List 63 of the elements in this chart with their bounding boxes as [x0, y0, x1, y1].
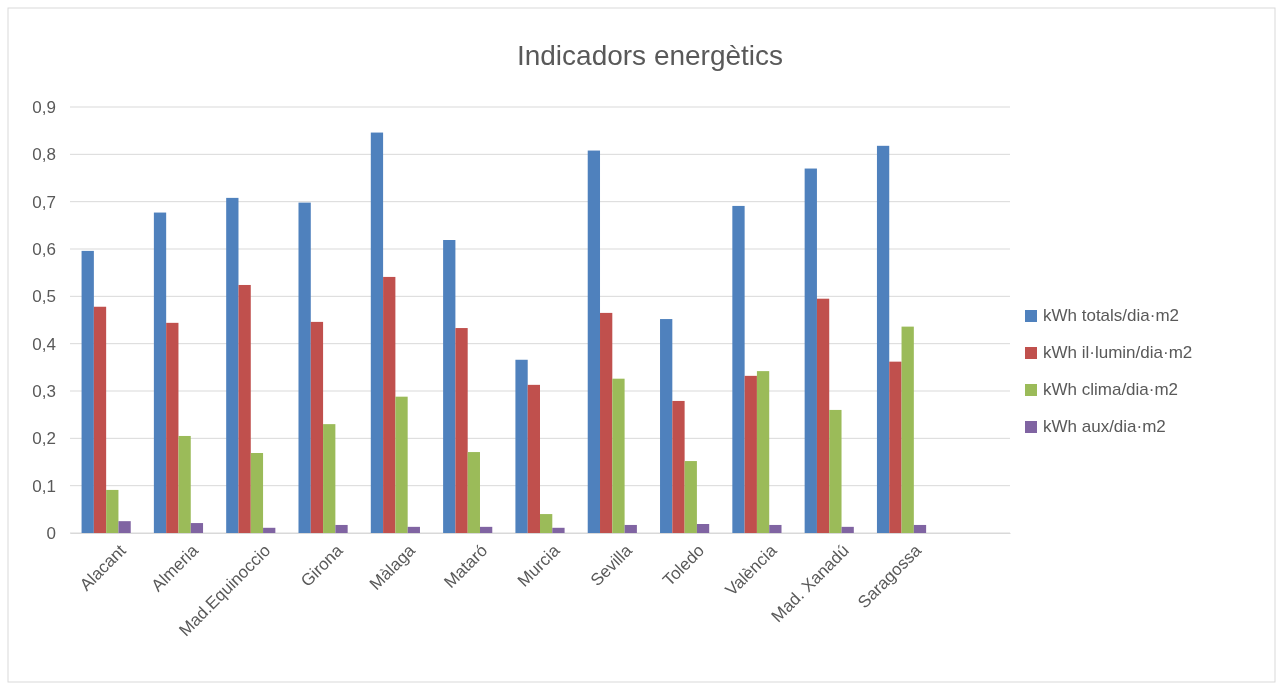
y-tick-label: 0,3 — [32, 381, 56, 401]
bar — [612, 378, 625, 533]
bar — [696, 524, 710, 533]
bar — [226, 197, 239, 533]
chart-title: Indicadors energètics — [516, 40, 784, 71]
bar — [443, 240, 456, 533]
y-tick-label: 0,7 — [32, 192, 56, 212]
bar — [455, 328, 468, 533]
y-tick-label: 0,4 — [32, 334, 56, 354]
bar — [238, 284, 251, 533]
bar — [263, 527, 276, 533]
bar — [383, 276, 396, 533]
bar — [913, 524, 927, 533]
bar — [370, 132, 384, 533]
bar — [552, 527, 565, 533]
bar — [335, 524, 348, 533]
bar — [600, 312, 613, 533]
bar — [479, 526, 493, 533]
bar — [298, 202, 311, 533]
legend-label: kWh clima/dia·m2 — [1043, 380, 1179, 399]
bar — [901, 326, 914, 533]
bar — [829, 409, 842, 533]
bar — [153, 212, 167, 533]
legend-label: kWh aux/dia·m2 — [1043, 417, 1166, 436]
bar — [310, 321, 324, 533]
bar — [756, 371, 770, 533]
bar — [527, 384, 540, 533]
bar — [166, 322, 179, 533]
bar — [467, 452, 480, 533]
bar — [81, 250, 94, 533]
bar — [684, 461, 697, 533]
bar — [816, 298, 830, 533]
bar — [841, 526, 854, 533]
bar — [624, 524, 637, 533]
bar — [106, 489, 119, 533]
legend-label: kWh totals/dia·m2 — [1043, 306, 1180, 325]
bar — [118, 521, 131, 533]
y-tick-label: 0,9 — [32, 97, 56, 117]
bar — [876, 145, 890, 533]
y-tick-label: 0,2 — [32, 429, 56, 449]
bar — [178, 435, 191, 533]
bar — [323, 424, 336, 533]
y-tick-label: 0,5 — [32, 287, 56, 307]
bar — [672, 400, 685, 533]
bar — [395, 396, 408, 533]
bar — [190, 523, 204, 533]
bar — [540, 514, 553, 533]
y-tick-label: 0,1 — [32, 476, 56, 496]
bar — [732, 205, 745, 533]
bar — [660, 319, 673, 533]
bar — [93, 306, 107, 533]
bar — [744, 375, 757, 533]
bar — [250, 453, 264, 533]
y-tick-label: 0,8 — [32, 145, 56, 165]
bar — [407, 526, 420, 533]
legend-label: kWh il·lumin/dia·m2 — [1043, 343, 1193, 362]
bar — [587, 150, 601, 533]
bar — [889, 361, 902, 533]
bar — [769, 524, 782, 533]
y-tick-label: 0,6 — [32, 239, 56, 259]
bar — [804, 168, 817, 533]
y-tick-label: 0 — [46, 523, 56, 543]
bar — [515, 359, 528, 533]
